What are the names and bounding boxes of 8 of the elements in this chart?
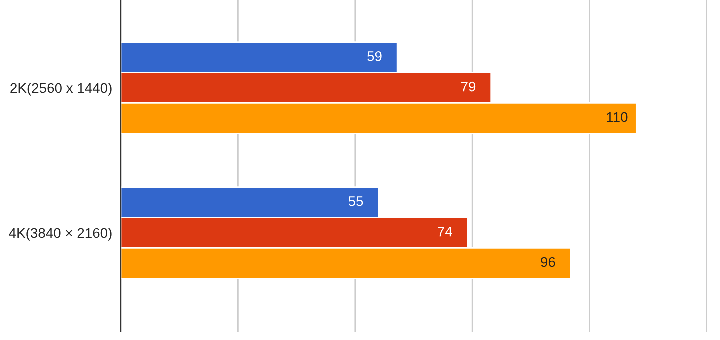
data-label: 96 xyxy=(541,257,556,268)
data-label: 55 xyxy=(348,196,364,206)
y-tick-label: 4K(3840 × 2160) xyxy=(9,228,112,241)
data-label: 74 xyxy=(438,227,452,237)
data-label: 59 xyxy=(368,51,382,62)
y-tick-label: 2K(2560 x 1440) xyxy=(10,82,112,96)
data-label: 110 xyxy=(607,112,628,122)
data-label: 79 xyxy=(462,82,476,92)
